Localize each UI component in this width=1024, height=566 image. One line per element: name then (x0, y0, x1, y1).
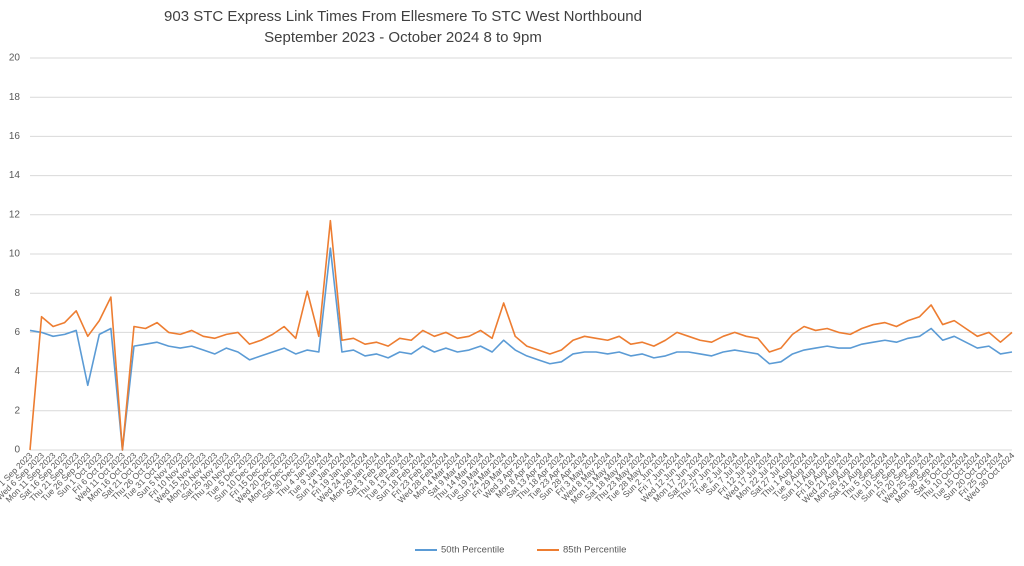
chart-subtitle: September 2023 - October 2024 8 to 9pm (264, 29, 542, 46)
series-line (29, 219, 1013, 451)
y-tick-label: 6 (14, 327, 20, 338)
y-tick-label: 2 (14, 405, 20, 416)
y-tick-label: 12 (9, 209, 21, 220)
chart-title: 903 STC Express Link Times From Ellesmer… (164, 8, 642, 25)
series-line (29, 247, 1013, 451)
y-tick-label: 8 (14, 288, 20, 299)
y-tick-label: 0 (14, 445, 20, 456)
y-tick-label: 14 (9, 170, 21, 181)
y-tick-label: 16 (9, 131, 21, 142)
y-tick-label: 4 (14, 366, 20, 377)
legend-label: 85th Percentile (563, 545, 626, 556)
legend-label: 50th Percentile (441, 545, 504, 556)
y-tick-label: 20 (9, 53, 21, 64)
y-tick-label: 18 (9, 92, 21, 103)
y-tick-label: 10 (9, 249, 21, 260)
